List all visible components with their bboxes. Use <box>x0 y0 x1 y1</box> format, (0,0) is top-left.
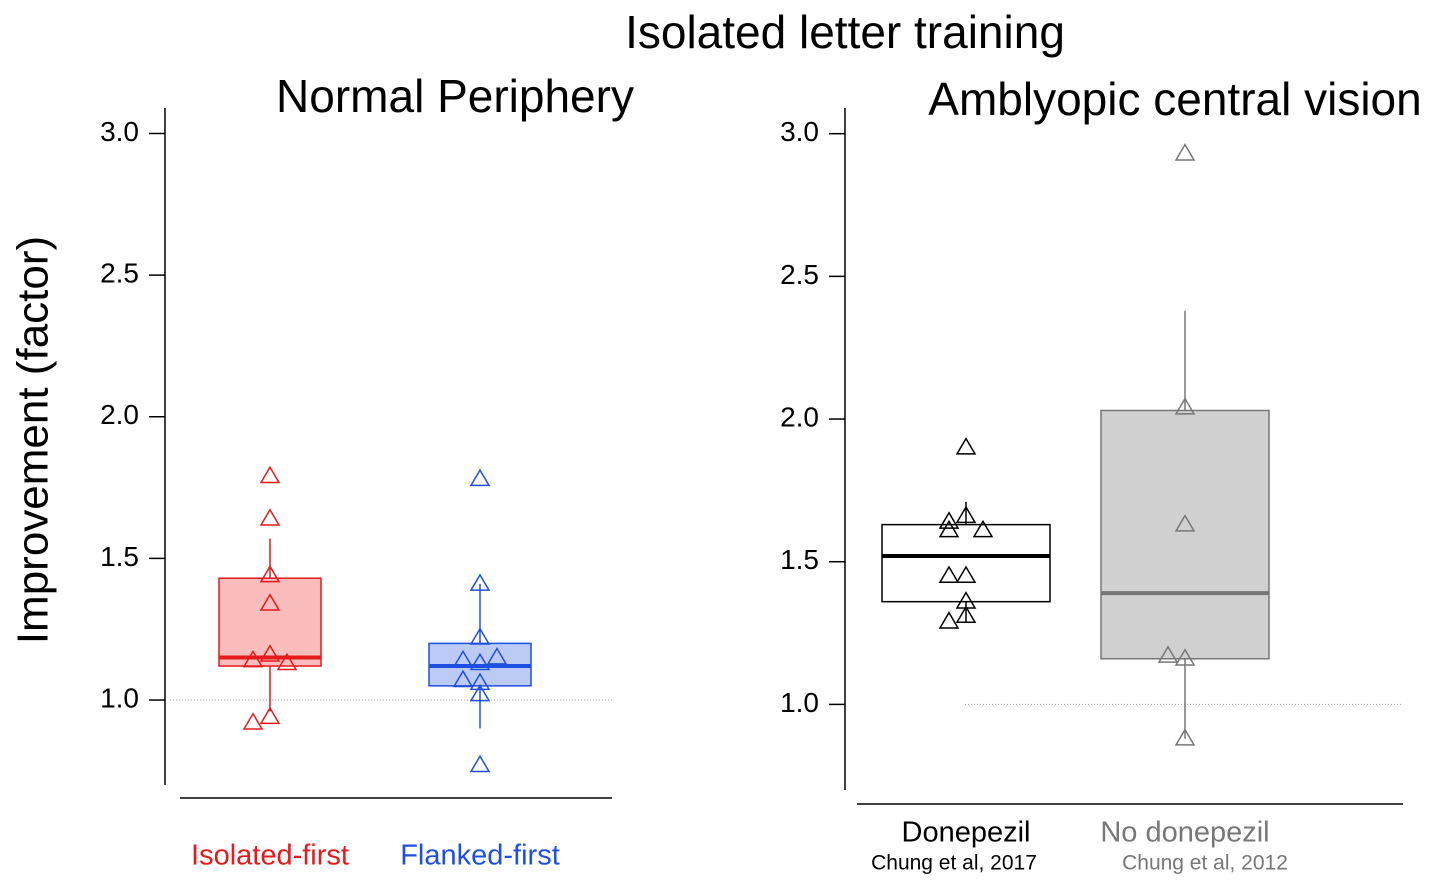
figure-title: Isolated letter training <box>625 6 1065 58</box>
data-point <box>1174 728 1196 746</box>
data-point <box>955 605 977 623</box>
y-tick-label: 1.5 <box>780 544 819 575</box>
data-point <box>259 508 281 526</box>
y-tick-label: 1.5 <box>100 541 139 572</box>
y-tick-label: 2.5 <box>100 258 139 289</box>
data-point <box>452 669 474 688</box>
data-point <box>955 437 977 455</box>
box <box>1100 409 1270 660</box>
data-point <box>259 465 281 484</box>
data-point <box>276 652 298 671</box>
data-point <box>242 649 264 668</box>
data-point <box>242 712 264 730</box>
data-point <box>469 683 491 702</box>
panel-title: Amblyopic central vision <box>928 73 1421 125</box>
data-point <box>259 706 281 725</box>
y-tick-label: 3.0 <box>780 116 819 147</box>
category-label: Flanked-first <box>400 840 560 872</box>
data-point <box>1157 645 1179 663</box>
data-point <box>469 754 491 773</box>
category-note: Chung et al, 2012 <box>1122 852 1288 875</box>
category-note: Chung et al, 2017 <box>871 852 1037 875</box>
data-point <box>938 519 960 538</box>
y-tick-label: 1.0 <box>780 687 819 718</box>
data-point <box>972 519 994 538</box>
data-point <box>1174 514 1196 532</box>
y-tick-label: 2.0 <box>100 399 139 430</box>
data-point <box>259 644 281 662</box>
data-point <box>486 647 508 665</box>
category-label: Donepezil <box>902 817 1031 849</box>
data-point <box>955 505 977 524</box>
y-tick-label: 2.0 <box>780 401 819 432</box>
y-tick-label: 3.0 <box>100 116 139 147</box>
y-tick-label: 1.0 <box>100 682 139 713</box>
y-tick-label: 2.5 <box>780 259 819 290</box>
data-point <box>469 468 491 487</box>
data-point <box>938 611 960 629</box>
data-point <box>469 573 491 591</box>
data-point <box>259 564 281 583</box>
data-point <box>1174 143 1196 161</box>
box <box>881 523 1051 603</box>
box <box>218 577 322 667</box>
data-point <box>469 672 491 691</box>
data-point <box>469 627 491 645</box>
data-point <box>469 652 491 671</box>
data-point <box>955 565 977 584</box>
data-point <box>1174 397 1196 415</box>
panel-title: Normal Periphery <box>276 70 634 122</box>
data-point <box>452 649 474 668</box>
y-axis-label: Improvement (factor) <box>9 236 58 644</box>
data-point <box>259 593 281 611</box>
data-point <box>938 565 960 584</box>
data-point <box>1174 648 1196 666</box>
category-label: Isolated-first <box>191 840 349 872</box>
data-point <box>938 511 960 529</box>
category-label: No donepezil <box>1100 817 1269 849</box>
